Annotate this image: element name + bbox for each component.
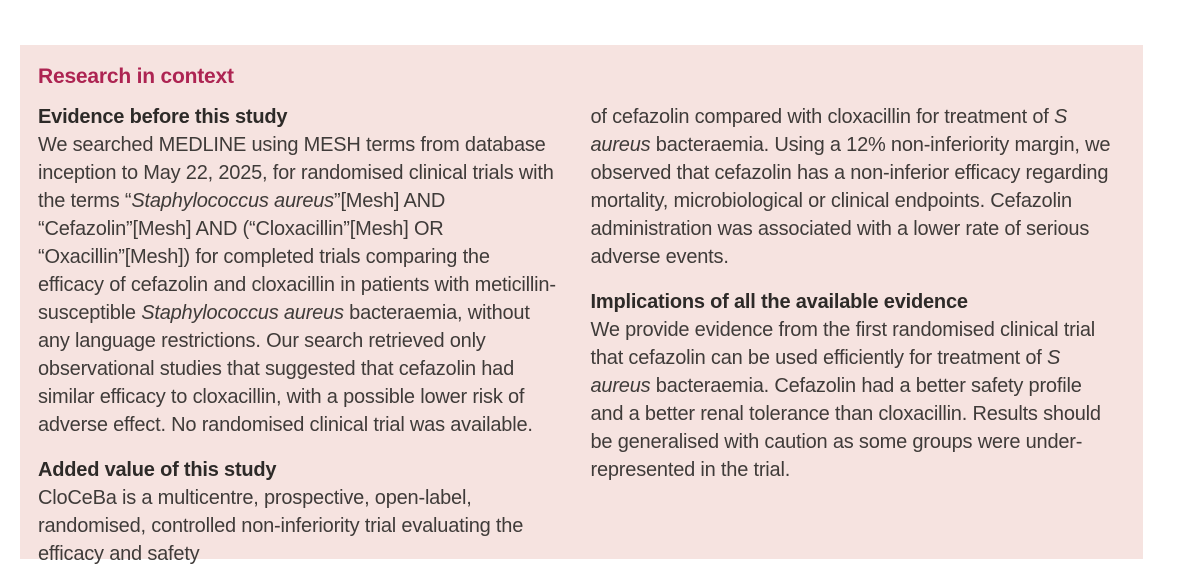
section-heading: Added value of this study bbox=[38, 459, 277, 481]
section-heading: Evidence before this study bbox=[38, 106, 288, 128]
text-run: bacteraemia. Cefazolin had a better safe… bbox=[590, 375, 1102, 481]
italic-term: Staphylococcus aureus bbox=[131, 190, 334, 212]
text-run: bacteraemia, without any language restri… bbox=[38, 302, 533, 436]
text-run: bacteraemia. Using a 12% non-inferiority… bbox=[590, 134, 1111, 268]
left-column: Evidence before this study We searched ME… bbox=[38, 103, 561, 568]
panel-title: Research in context bbox=[38, 65, 234, 88]
paragraph: of cefazolin compared with cloxacillin f… bbox=[591, 103, 1114, 271]
italic-term: S aureus bbox=[590, 106, 1068, 156]
text-run: We searched MEDLINE using MESH terms fro… bbox=[38, 134, 554, 212]
text-run: ”[Mesh] AND “Cefazolin”[Mesh] AND (“Clox… bbox=[38, 190, 556, 324]
right-column: of cefazolin compared with cloxacillin f… bbox=[591, 103, 1114, 568]
text-run: We provide evidence from the first rando… bbox=[590, 319, 1096, 369]
text-run: of cefazolin compared with cloxacillin f… bbox=[590, 106, 1054, 128]
italic-term: S aureus bbox=[590, 347, 1061, 397]
research-in-context-panel: Research in context Evidence before this… bbox=[20, 45, 1143, 565]
text-run: CloCeBa is a multicentre, prospective, o… bbox=[38, 487, 524, 565]
paragraph: We provide evidence from the first rando… bbox=[591, 316, 1114, 484]
paragraph: We searched MEDLINE using MESH terms fro… bbox=[38, 131, 561, 439]
two-column-text: Evidence before this study We searched ME… bbox=[38, 103, 1113, 568]
paragraph: CloCeBa is a multicentre, prospective, o… bbox=[38, 484, 561, 568]
italic-term: Staphylococcus aureus bbox=[141, 302, 344, 324]
section-heading: Implications of all the available eviden… bbox=[590, 291, 968, 313]
